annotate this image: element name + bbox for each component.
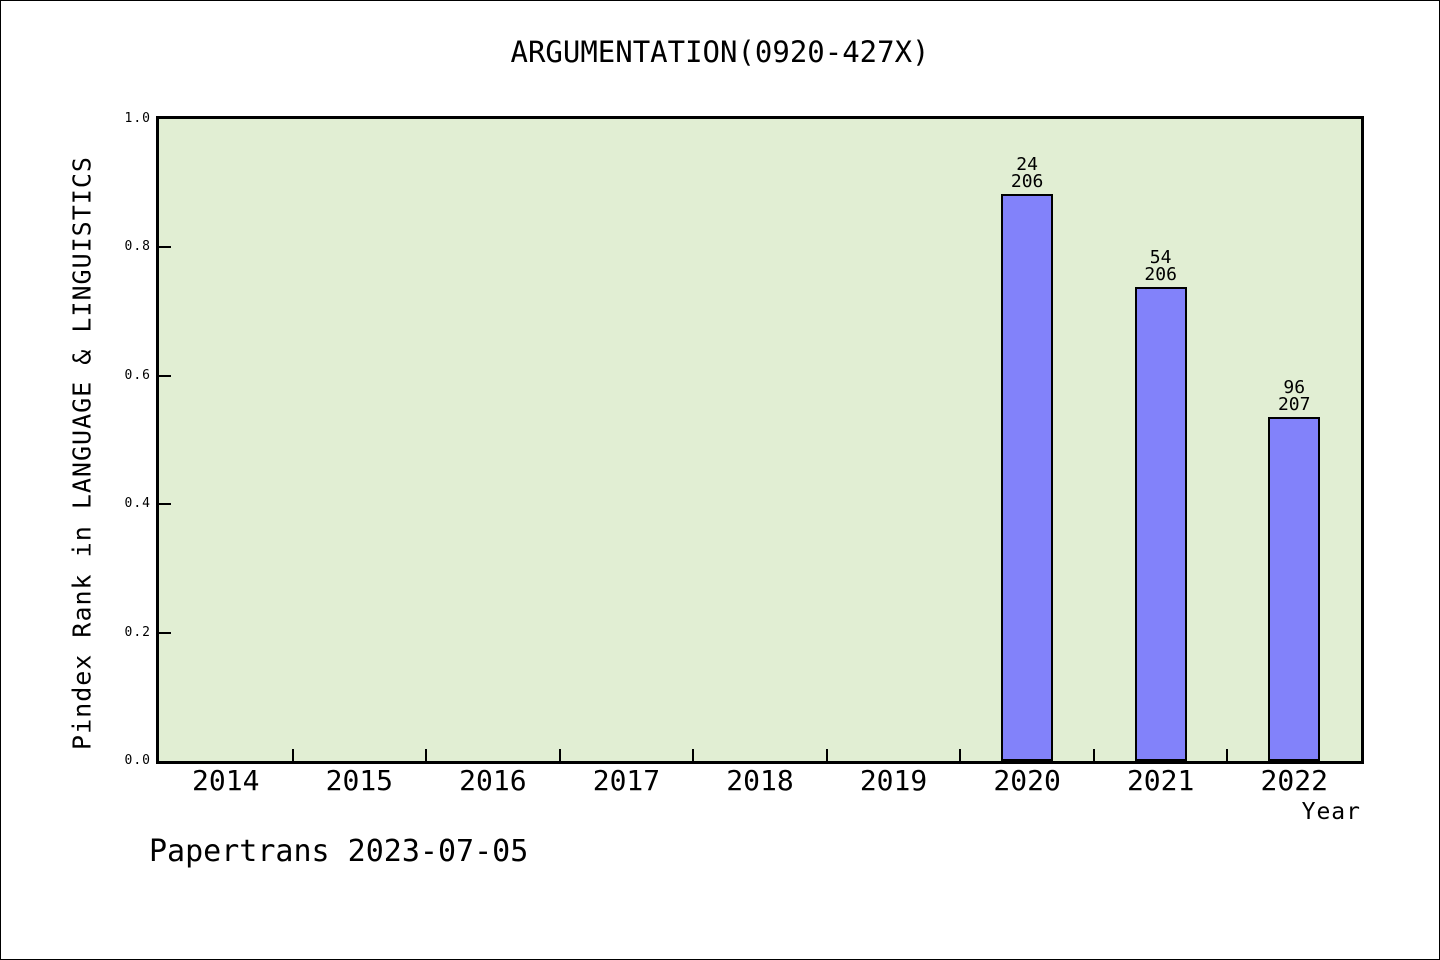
plot-area: 24 206 54 206 96 207 <box>156 116 1364 764</box>
y-tick-label: 0.6 <box>124 367 151 383</box>
bar-2022 <box>1268 416 1321 761</box>
y-tick-label: 0.8 <box>124 239 151 255</box>
x-axis-label: Year <box>1301 799 1361 825</box>
y-tick-mark <box>159 503 171 506</box>
y-tick-mark <box>159 631 171 634</box>
y-tick-label: 0.2 <box>124 624 151 640</box>
x-tick-label: 2015 <box>325 764 394 797</box>
y-tick-label: 0.0 <box>124 753 151 768</box>
x-tick-label: 2019 <box>859 764 928 797</box>
x-tick-label: 2021 <box>1126 764 1195 797</box>
x-tick-mark <box>1092 749 1095 761</box>
x-tick-mark <box>692 749 695 761</box>
x-tick-mark <box>959 749 962 761</box>
x-tick-mark <box>558 749 561 761</box>
x-tick-mark <box>425 749 428 761</box>
x-tick-label: 2017 <box>592 764 661 797</box>
x-tick-mark <box>291 749 294 761</box>
x-tick-label: 2014 <box>192 764 260 797</box>
bar-2020 <box>1001 194 1054 761</box>
bar-value-label: 24 206 <box>1010 154 1044 193</box>
bar-2021 <box>1134 287 1187 761</box>
x-tick-label: 2016 <box>459 764 527 797</box>
x-tick-label: 2022 <box>1260 764 1328 797</box>
y-tick-label: 1.0 <box>124 111 151 126</box>
watermark-text: Papertrans 2023-07-05 <box>149 834 529 869</box>
y-tick-label: 0.4 <box>124 496 151 512</box>
x-tick-mark <box>1226 749 1229 761</box>
x-tick-label: 2020 <box>993 764 1061 797</box>
bar-value-label: 96 207 <box>1277 376 1311 415</box>
y-tick-mark <box>159 246 171 249</box>
x-tick-mark <box>825 749 828 761</box>
chart-title: ARGUMENTATION(0920-427X) <box>510 35 930 69</box>
y-tick-mark <box>159 374 171 377</box>
x-tick-label: 2018 <box>726 764 794 797</box>
bar-value-label: 54 206 <box>1144 247 1177 286</box>
